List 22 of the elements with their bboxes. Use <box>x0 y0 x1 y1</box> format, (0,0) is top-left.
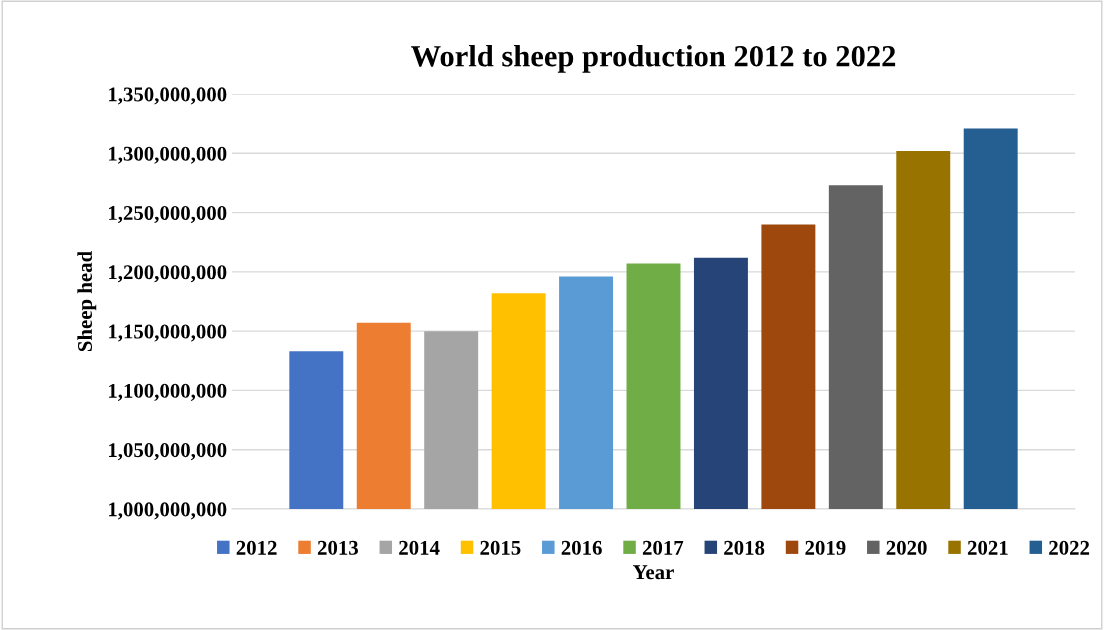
legend-label: 2021 <box>967 540 1008 555</box>
y-tick-label: 1,350,000,000 <box>109 87 227 105</box>
y-tick-label: 1,050,000,000 <box>109 443 227 461</box>
legend-label: 2017 <box>642 540 684 555</box>
y-tick-label: 1,300,000,000 <box>109 146 227 164</box>
legend-label: 2016 <box>561 540 602 555</box>
x-axis-title: Year <box>633 565 674 580</box>
legend-label: 2022 <box>1049 540 1090 555</box>
y-tick-label: 1,200,000,000 <box>109 265 227 283</box>
y-axis-title: Sheep head <box>77 251 97 352</box>
legend-label: 2015 <box>480 540 521 555</box>
y-tick-label: 1,250,000,000 <box>109 205 227 224</box>
legend-label: 2018 <box>724 540 765 555</box>
legend-label: 2020 <box>886 540 927 555</box>
legend-label: 2019 <box>805 540 846 555</box>
y-tick-label: 1,100,000,000 <box>109 383 227 401</box>
legend-label: 2014 <box>399 540 440 555</box>
legend-label: 2013 <box>317 540 358 555</box>
legend-label: 2012 <box>236 540 277 555</box>
chart-title: World sheep production 2012 to 2022 <box>411 45 896 73</box>
y-tick-label: 1,150,000,000 <box>109 324 227 342</box>
y-tick-label: 1,000,000,000 <box>109 502 227 520</box>
